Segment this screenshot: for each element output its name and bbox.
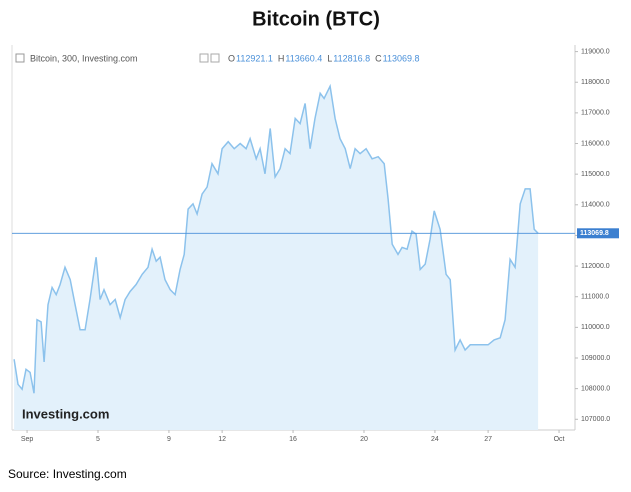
x-tick-label: 12 <box>218 436 226 443</box>
ohlc-value: 112921.1 <box>236 53 273 63</box>
x-tick-label: 16 <box>289 436 297 443</box>
y-tick-label: 114000.0 <box>581 202 610 209</box>
y-tick-label: 116000.0 <box>581 140 610 147</box>
y-tick-label: 119000.0 <box>581 48 610 55</box>
x-tick-label: Sep <box>21 436 34 443</box>
settings-icon[interactable] <box>210 53 220 63</box>
ohlc-value: 112816.8 <box>333 53 370 63</box>
y-tick-label: 115000.0 <box>581 171 610 178</box>
x-tick-label: Oct <box>554 436 565 443</box>
chart-title: Bitcoin (BTC) <box>252 8 380 30</box>
last-price-label: 113069.8 <box>580 230 609 237</box>
ohlc-label: C <box>375 53 382 63</box>
x-tick-label: 9 <box>167 436 171 443</box>
y-tick-label: 117000.0 <box>581 110 610 117</box>
y-tick-label: 112000.0 <box>581 263 610 270</box>
ohlc-label: O <box>228 53 235 63</box>
x-tick-label: 27 <box>484 436 492 443</box>
y-tick-label: 110000.0 <box>581 324 610 331</box>
y-tick-label: 109000.0 <box>581 355 610 362</box>
x-tick-label: 5 <box>96 436 100 443</box>
legend-text: Bitcoin, 300, Investing.com <box>30 53 138 63</box>
area <box>14 86 539 430</box>
ohlc-label: L <box>327 53 332 63</box>
line <box>13 83 539 394</box>
y-tick-label: 118000.0 <box>581 79 610 86</box>
y-tick-label: 108000.0 <box>581 385 610 392</box>
settings-icon[interactable] <box>199 53 209 63</box>
last-price-box <box>577 228 619 239</box>
ohlc-value: 113660.4 <box>285 53 322 63</box>
y-tick-label: 107000.0 <box>581 416 610 423</box>
ohlc-value: 113069.8 <box>383 53 420 63</box>
y-tick-label: 111000.0 <box>581 294 609 301</box>
x-tick-label: 24 <box>431 436 439 443</box>
collapse-icon[interactable] <box>15 53 25 63</box>
watermark: Investing.com <box>22 406 109 421</box>
x-tick-label: 20 <box>360 436 368 443</box>
ohlc-label: H <box>278 53 285 63</box>
source: Source: Investing.com <box>8 467 127 481</box>
